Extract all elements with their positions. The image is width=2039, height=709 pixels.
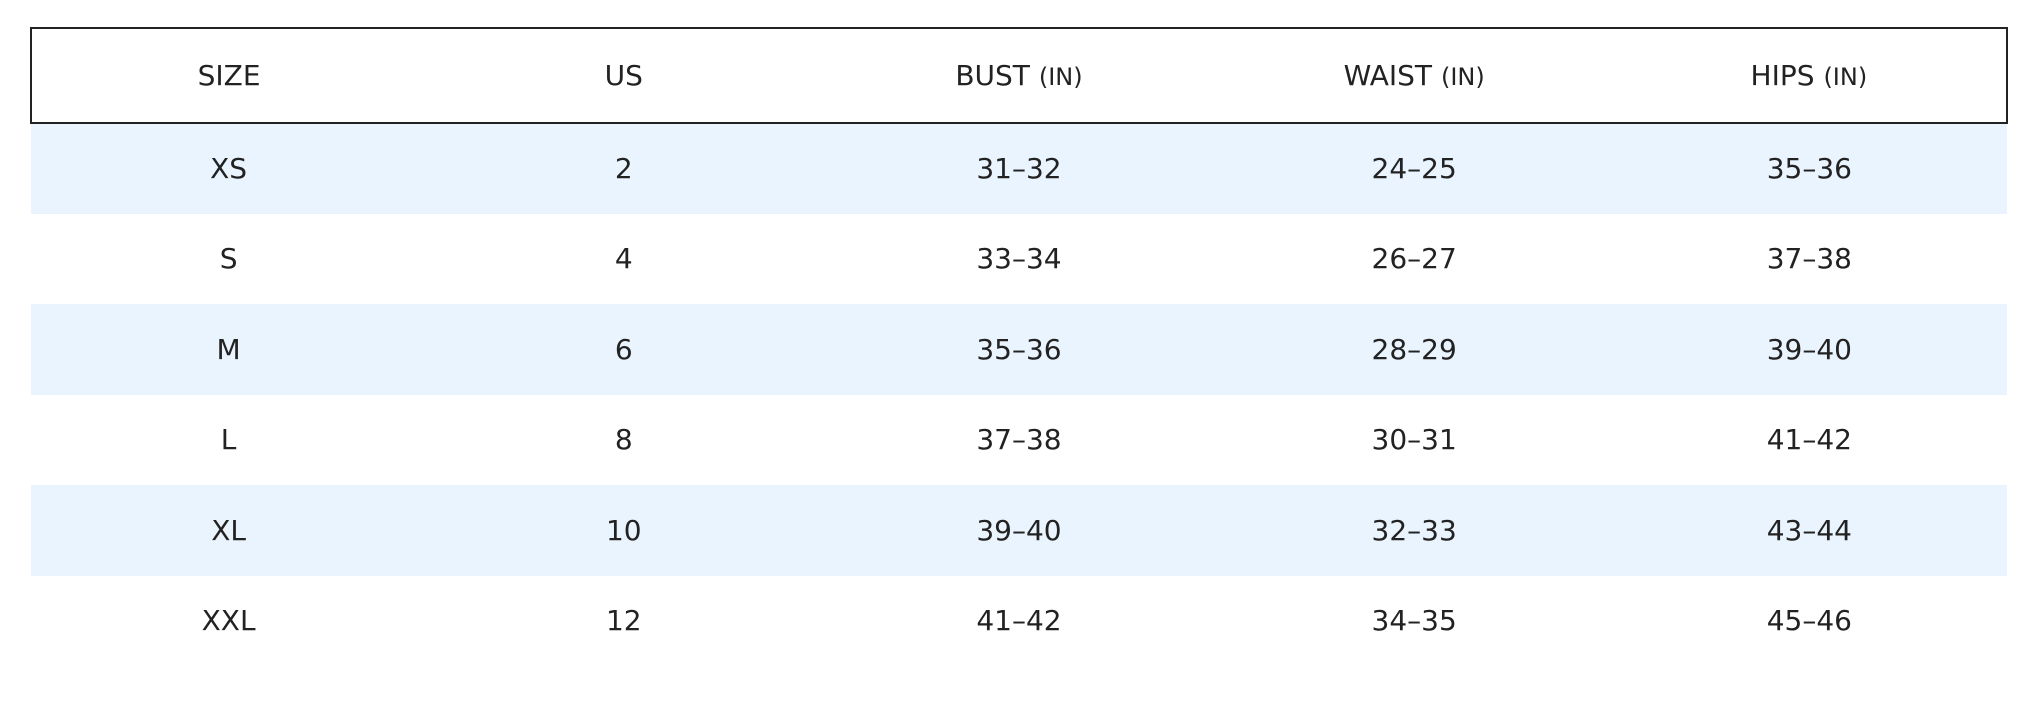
column-header: US [426, 27, 822, 124]
table-cell: 6 [614, 332, 633, 366]
header-label: US [604, 59, 643, 92]
table-cell: XS [210, 152, 248, 186]
table-cell: 39–40 [976, 513, 1062, 547]
table-cell: 4 [614, 242, 633, 276]
column-header: WAIST (IN) [1216, 27, 1612, 124]
column-header: SIZE [29, 27, 427, 124]
table-row: XXL 12 41–42 34–35 45–46 [31, 576, 2007, 667]
table-cell: S [219, 242, 238, 276]
table-body: XS 2 31–32 24–25 35–36 S 4 33–34 26–27 37–38 M 6 35–… [31, 123, 2007, 666]
table-row: XL 10 39–40 32–33 43–44 [31, 485, 2007, 576]
header-label: BUST [955, 59, 1030, 92]
header-unit: (IN) [1440, 63, 1485, 91]
table-cell: 26–27 [1371, 242, 1457, 276]
table-cell: 43–44 [1766, 513, 1852, 547]
table-cell: 30–31 [1371, 423, 1457, 457]
table-cell: M [216, 332, 241, 366]
table-row: S 4 33–34 26–27 37–38 [31, 214, 2007, 305]
table-cell: 41–42 [976, 604, 1062, 638]
table-cell: 2 [614, 152, 633, 186]
size-table: SIZE US BUST (IN) WAIST (IN) HIPS (IN) XS 2 31… [29, 27, 2009, 666]
header-label: HIPS [1750, 59, 1815, 92]
header-unit: (IN) [1823, 63, 1868, 91]
header-row: SIZE US BUST (IN) WAIST (IN) HIPS (IN) [29, 27, 2009, 124]
table-cell: 33–34 [976, 242, 1062, 276]
table-cell: 37–38 [976, 423, 1062, 457]
table-header: SIZE US BUST (IN) WAIST (IN) HIPS (IN) [29, 27, 2009, 124]
table-row: M 6 35–36 28–29 39–40 [31, 304, 2007, 395]
table-cell: 37–38 [1766, 242, 1852, 276]
table-cell: 10 [605, 513, 642, 547]
table-row: XS 2 31–32 24–25 35–36 [31, 123, 2007, 214]
column-header: BUST (IN) [821, 27, 1217, 124]
header-label: SIZE [197, 59, 261, 92]
table-cell: 24–25 [1371, 152, 1457, 186]
table-cell: 12 [605, 604, 642, 638]
header-unit: (IN) [1038, 63, 1083, 91]
table-cell: 34–35 [1371, 604, 1457, 638]
table-cell: 35–36 [1766, 152, 1852, 186]
table-cell: XL [211, 513, 246, 547]
table-cell: 41–42 [1766, 423, 1852, 457]
table-cell: 32–33 [1371, 513, 1457, 547]
table-cell: 35–36 [976, 332, 1062, 366]
column-header: HIPS (IN) [1611, 27, 2009, 124]
table-cell: 39–40 [1766, 332, 1852, 366]
table-cell: XXL [201, 604, 256, 638]
table-cell: 31–32 [976, 152, 1062, 186]
table-cell: 28–29 [1371, 332, 1457, 366]
table-cell: L [220, 423, 237, 457]
table-cell: 45–46 [1766, 604, 1852, 638]
header-label: WAIST [1343, 59, 1433, 92]
table-cell: 8 [614, 423, 633, 457]
table-row: L 8 37–38 30–31 41–42 [31, 395, 2007, 486]
